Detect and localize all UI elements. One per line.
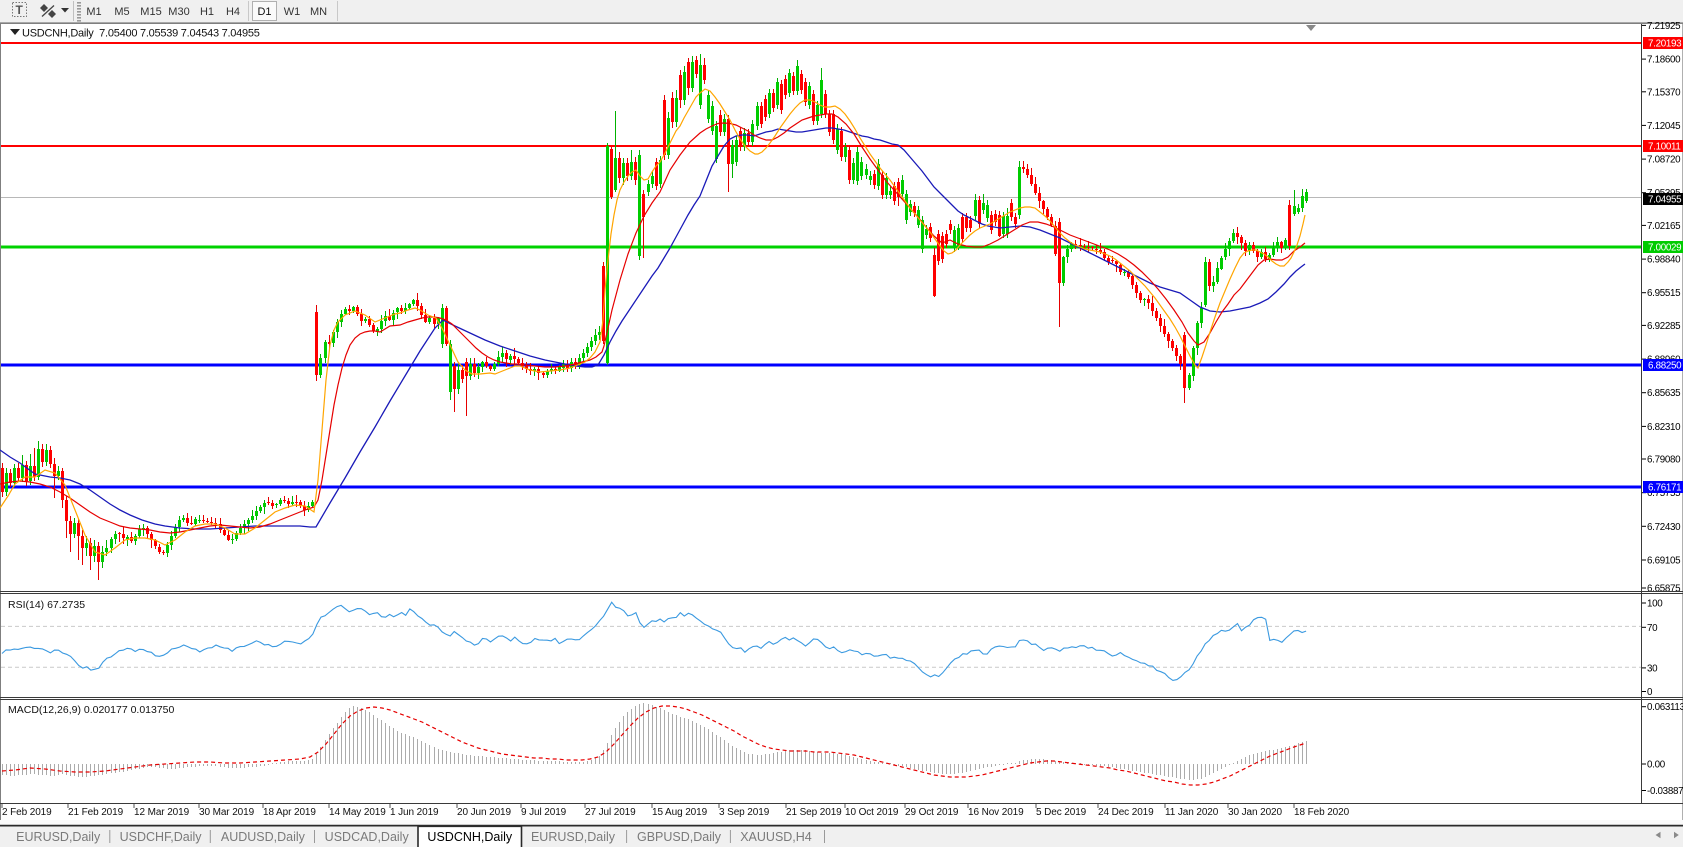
svg-text:30 Mar 2019: 30 Mar 2019 <box>199 807 255 818</box>
svg-text:M30: M30 <box>168 6 189 18</box>
svg-text:0.00: 0.00 <box>1647 760 1666 771</box>
svg-text:0: 0 <box>1647 687 1653 698</box>
svg-text:7.08720: 7.08720 <box>1647 155 1681 166</box>
svg-text:M5: M5 <box>114 6 129 18</box>
svg-text:6.75755: 6.75755 <box>1647 488 1681 499</box>
svg-text:RSI(14) 67.2735: RSI(14) 67.2735 <box>8 599 85 611</box>
svg-text:7.18600: 7.18600 <box>1647 55 1681 66</box>
svg-text:9 Jul 2019: 9 Jul 2019 <box>521 807 567 818</box>
svg-text:W1: W1 <box>284 6 301 18</box>
svg-text:6.88250: 6.88250 <box>1648 361 1682 372</box>
svg-text:MN: MN <box>310 6 327 18</box>
svg-text:7.00029: 7.00029 <box>1648 243 1681 254</box>
svg-text:29 Oct 2019: 29 Oct 2019 <box>905 807 959 818</box>
svg-text:7.02165: 7.02165 <box>1647 221 1681 232</box>
svg-text:7.10011: 7.10011 <box>1648 142 1681 153</box>
svg-text:M15: M15 <box>140 6 161 18</box>
svg-text:7.04955: 7.04955 <box>1648 195 1682 206</box>
svg-text:6.85635: 6.85635 <box>1647 388 1681 399</box>
svg-text:6.95515: 6.95515 <box>1647 288 1681 299</box>
svg-text:12 Mar 2019: 12 Mar 2019 <box>134 807 190 818</box>
svg-text:100: 100 <box>1647 599 1663 610</box>
svg-text:18 Feb 2020: 18 Feb 2020 <box>1294 807 1350 818</box>
svg-text:21 Sep 2019: 21 Sep 2019 <box>786 807 842 818</box>
svg-text:7.15370: 7.15370 <box>1647 87 1681 98</box>
svg-text:10 Oct 2019: 10 Oct 2019 <box>845 807 899 818</box>
svg-text:3 Sep 2019: 3 Sep 2019 <box>719 807 770 818</box>
svg-text:11 Jan 2020: 11 Jan 2020 <box>1165 807 1219 818</box>
svg-text:6.72430: 6.72430 <box>1647 522 1681 533</box>
svg-text:18 Apr 2019: 18 Apr 2019 <box>263 807 316 818</box>
svg-text:15 Aug 2019: 15 Aug 2019 <box>652 807 708 818</box>
svg-text:16 Nov 2019: 16 Nov 2019 <box>968 807 1024 818</box>
svg-text:T: T <box>16 3 24 17</box>
svg-text:7.12045: 7.12045 <box>1647 121 1681 132</box>
svg-text:AUDUSD,Daily: AUDUSD,Daily <box>221 830 306 844</box>
svg-text:M1: M1 <box>86 6 101 18</box>
svg-text:5 Dec 2019: 5 Dec 2019 <box>1036 807 1087 818</box>
svg-text:EURUSD,Daily: EURUSD,Daily <box>531 830 616 844</box>
svg-text:USDCHF,Daily: USDCHF,Daily <box>120 830 203 844</box>
svg-text:20 Jun 2019: 20 Jun 2019 <box>457 807 511 818</box>
svg-text:6.79080: 6.79080 <box>1647 455 1681 466</box>
svg-text:6.92285: 6.92285 <box>1647 321 1681 332</box>
svg-text:EURUSD,Daily: EURUSD,Daily <box>16 830 101 844</box>
svg-text:D1: D1 <box>257 6 271 18</box>
svg-text:6.69105: 6.69105 <box>1647 556 1681 567</box>
svg-text:7.20193: 7.20193 <box>1648 39 1682 50</box>
svg-text:21 Feb 2019: 21 Feb 2019 <box>68 807 124 818</box>
svg-text:6.98840: 6.98840 <box>1647 255 1681 266</box>
svg-text:XAUUSD,H4: XAUUSD,H4 <box>740 830 812 844</box>
svg-text:USDCNH,Daily: USDCNH,Daily <box>427 830 512 844</box>
svg-text:30 Jan 2020: 30 Jan 2020 <box>1228 807 1282 818</box>
svg-text:7.21925: 7.21925 <box>1647 21 1681 32</box>
svg-text:30: 30 <box>1647 663 1658 674</box>
svg-text:70: 70 <box>1647 623 1658 634</box>
svg-text:6.82310: 6.82310 <box>1647 422 1681 433</box>
svg-text:2 Feb 2019: 2 Feb 2019 <box>2 807 52 818</box>
svg-text:6.76171: 6.76171 <box>1648 483 1681 494</box>
svg-text:1 Jun 2019: 1 Jun 2019 <box>390 807 439 818</box>
svg-text:USDCNH,Daily 7.05400 7.05539: USDCNH,Daily 7.05400 7.05539 7.04543 7.0… <box>22 28 260 40</box>
svg-text:0.063113: 0.063113 <box>1647 702 1683 713</box>
svg-text:USDCAD,Daily: USDCAD,Daily <box>325 830 410 844</box>
svg-text:6.65875: 6.65875 <box>1647 584 1681 595</box>
svg-text:H4: H4 <box>226 6 240 18</box>
svg-text:H1: H1 <box>200 6 214 18</box>
svg-text:14 May 2019: 14 May 2019 <box>329 807 386 818</box>
svg-text:27 Jul 2019: 27 Jul 2019 <box>585 807 636 818</box>
svg-text:24 Dec 2019: 24 Dec 2019 <box>1098 807 1154 818</box>
svg-text:GBPUSD,Daily: GBPUSD,Daily <box>637 830 722 844</box>
svg-text:MACD(12,26,9) 0.020177 0.01375: MACD(12,26,9) 0.020177 0.013750 <box>8 704 175 716</box>
